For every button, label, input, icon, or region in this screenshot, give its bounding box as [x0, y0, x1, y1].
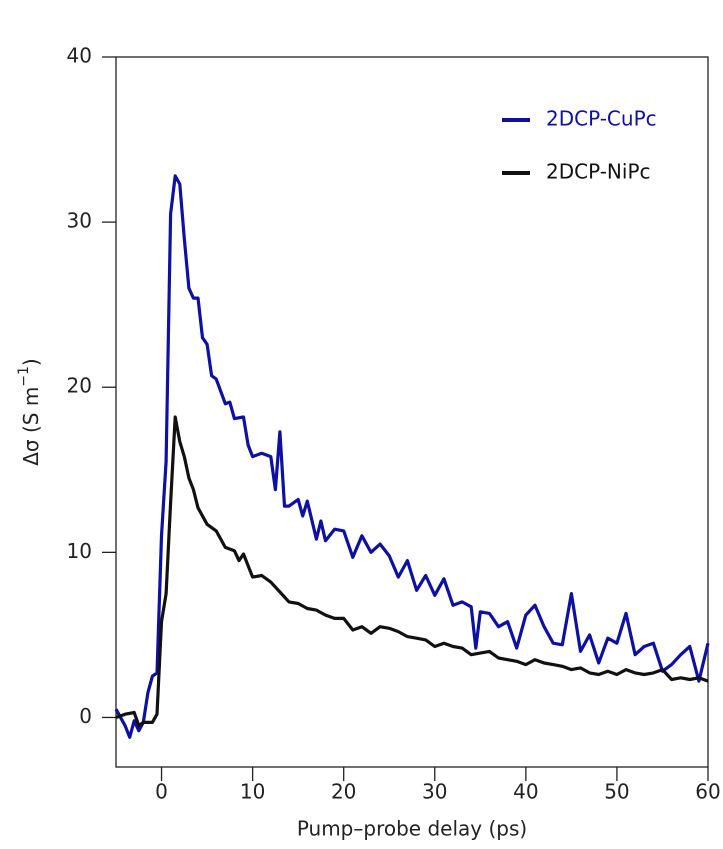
x-tick-label: 50: [604, 780, 629, 804]
y-tick-label: 20: [67, 374, 92, 398]
y-tick-label: 0: [79, 704, 92, 728]
x-tick-label: 0: [155, 780, 168, 804]
y-label-suffix: ): [19, 358, 43, 366]
y-label-superscript: −1: [16, 366, 32, 387]
x-tick-label: 60: [695, 780, 720, 804]
legend-label: 2DCP-CuPc: [546, 107, 657, 131]
x-tick-label: 30: [422, 780, 447, 804]
x-tick-label: 40: [513, 780, 538, 804]
plot-frame: [115, 56, 709, 768]
x-tick-label: 20: [331, 780, 356, 804]
x-tick-label: 10: [240, 780, 265, 804]
series-line: [115, 415, 709, 728]
y-tick-label: 40: [67, 44, 92, 68]
x-axis-label: Pump–probe delay (ps): [297, 817, 527, 841]
legend-label: 2DCP-NiPc: [546, 160, 651, 184]
y-label-text: Δσ (S m: [19, 387, 43, 466]
series-line: [114, 174, 710, 739]
y-tick-label: 10: [67, 539, 92, 563]
y-axis-label: Δσ (S m−1): [16, 358, 43, 466]
y-tick-label: 30: [67, 209, 92, 233]
